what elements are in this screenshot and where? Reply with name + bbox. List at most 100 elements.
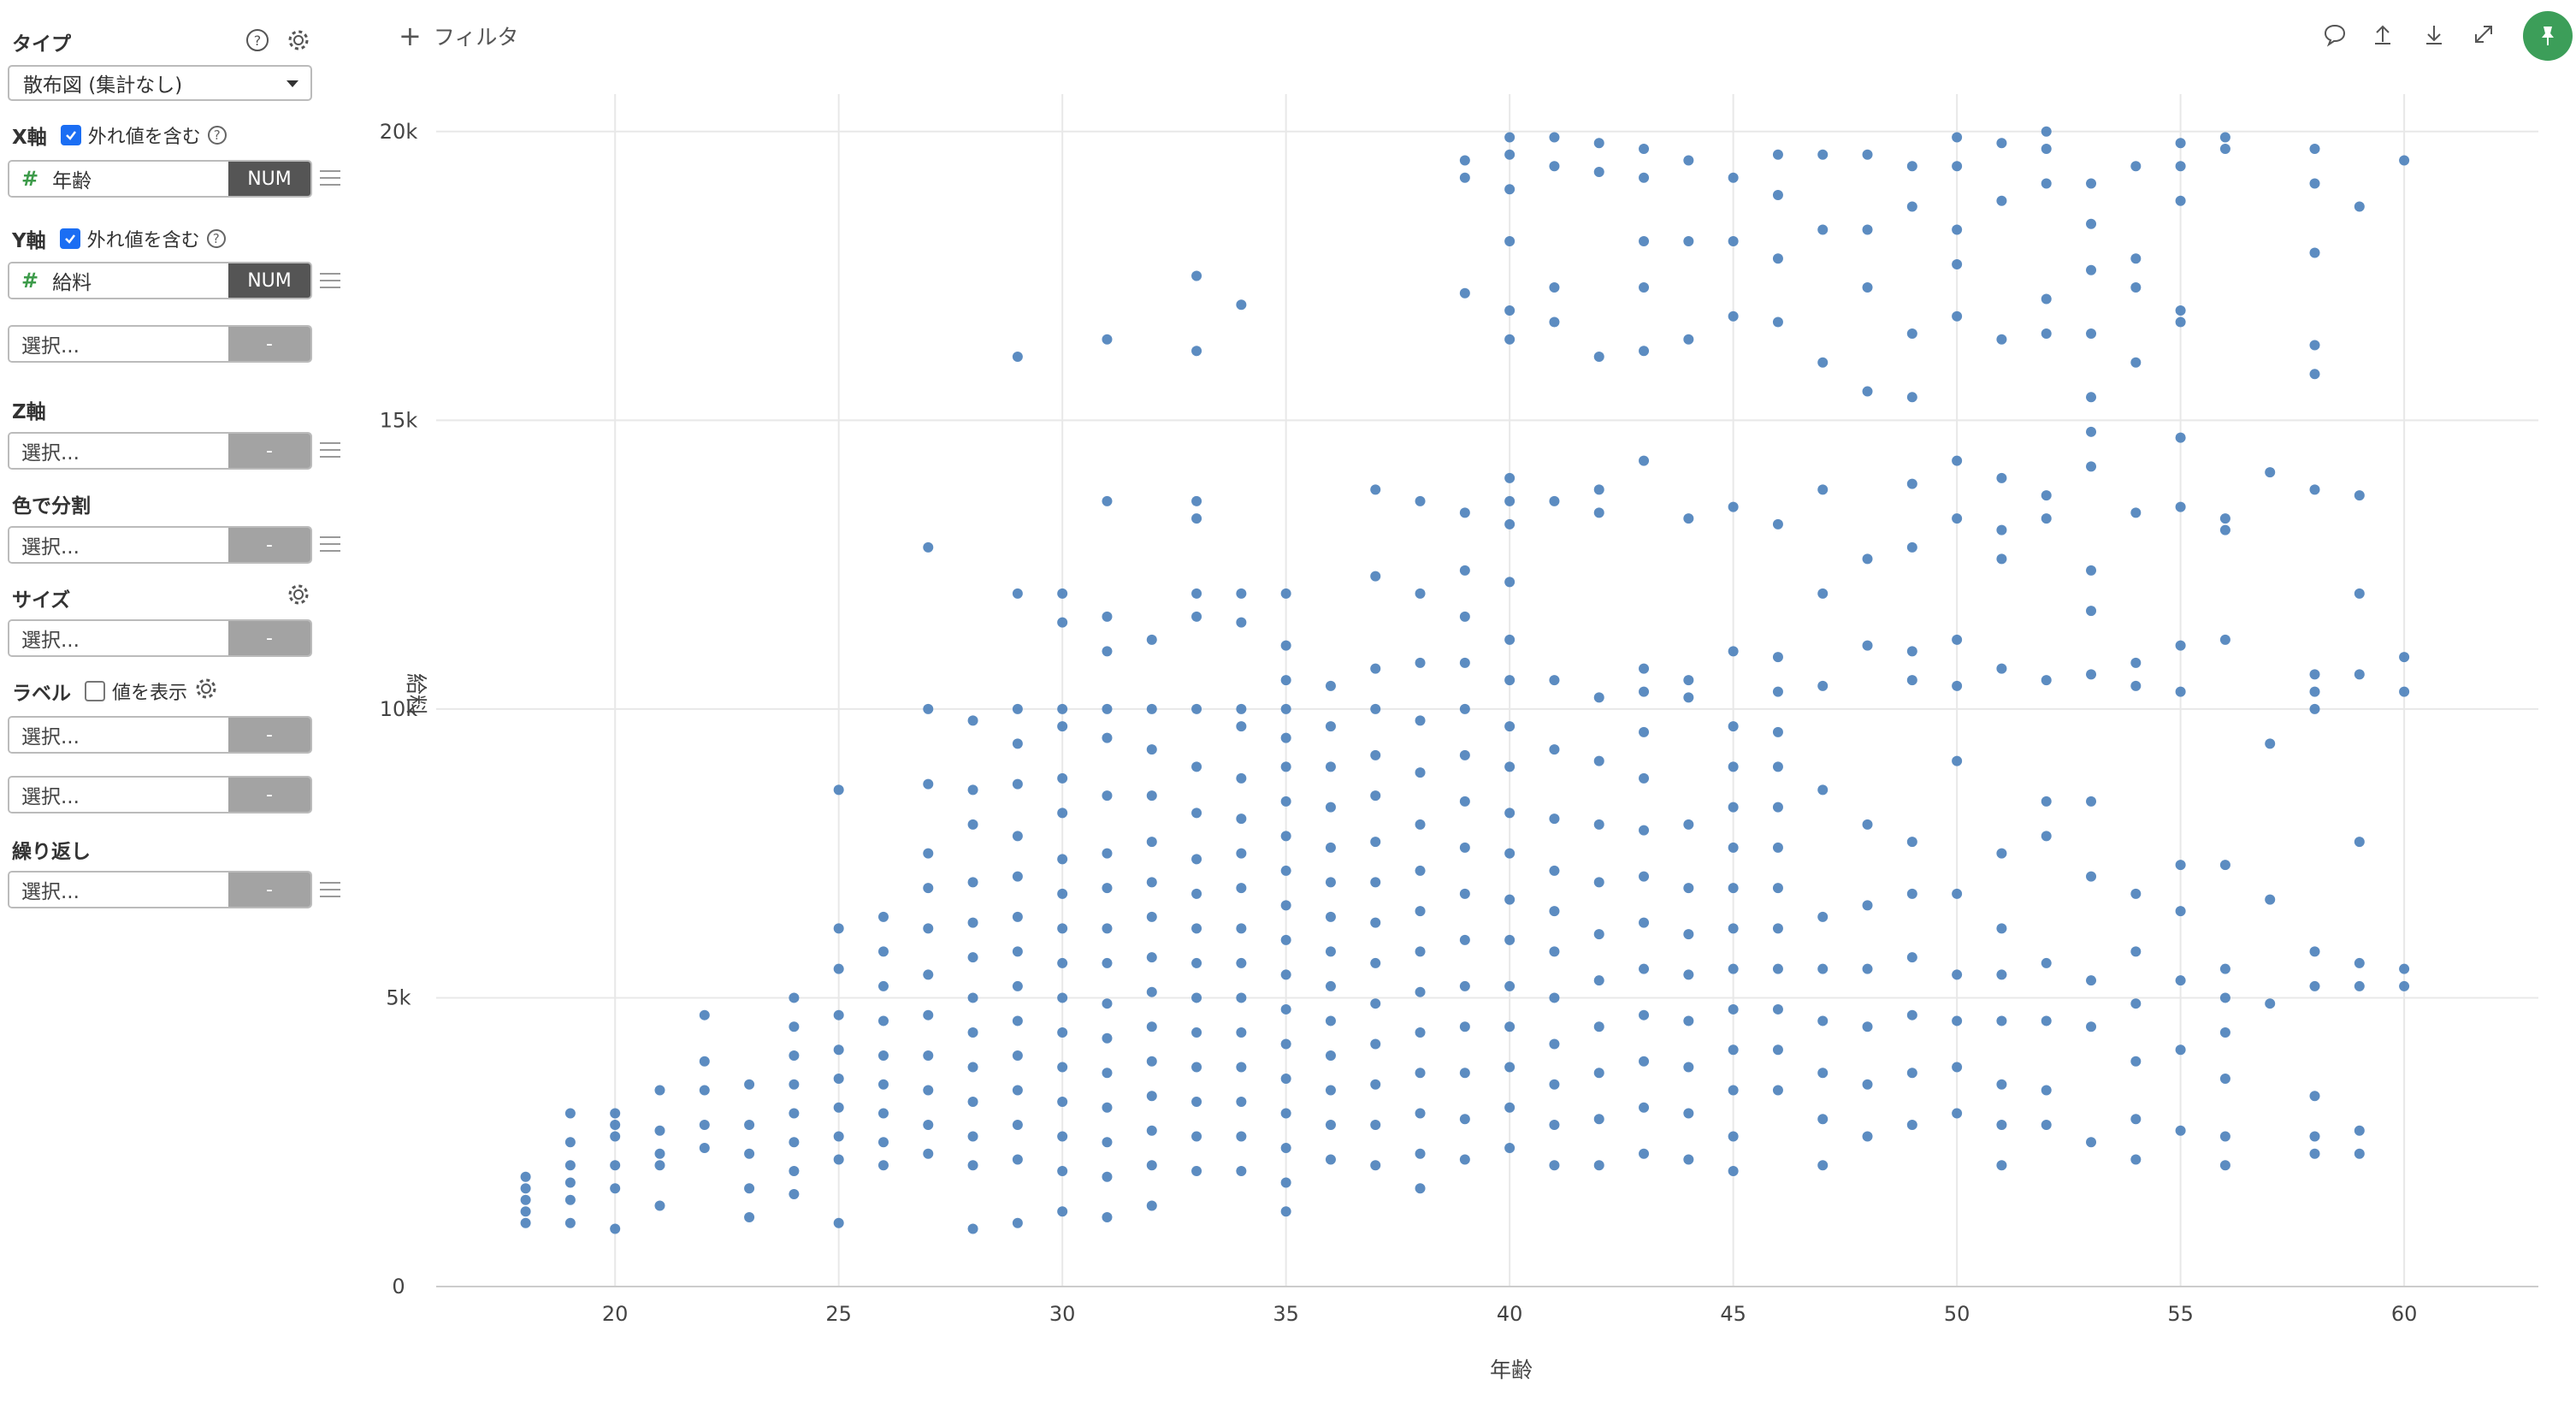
scatter-point[interactable] bbox=[1459, 507, 1470, 518]
scatter-point[interactable] bbox=[2219, 963, 2230, 974]
scatter-point[interactable] bbox=[1549, 675, 1560, 686]
scatter-point[interactable] bbox=[1370, 663, 1381, 674]
scatter-point[interactable] bbox=[744, 1079, 755, 1090]
scatter-point[interactable] bbox=[1862, 819, 1873, 830]
scatter-point[interactable] bbox=[1549, 992, 1560, 1003]
scatter-point[interactable] bbox=[1370, 1079, 1381, 1090]
scatter-point[interactable] bbox=[1146, 1021, 1157, 1032]
y-type-badge[interactable]: NUM bbox=[228, 263, 310, 298]
scatter-point[interactable] bbox=[1862, 640, 1873, 651]
scatter-point[interactable] bbox=[1057, 992, 1068, 1003]
upload-icon[interactable] bbox=[2367, 19, 2398, 50]
scatter-point[interactable] bbox=[1593, 507, 1604, 518]
x-outlier-help-icon[interactable]: ? bbox=[207, 126, 227, 145]
scatter-point[interactable] bbox=[1996, 334, 2007, 345]
scatter-point[interactable] bbox=[2219, 132, 2230, 143]
scatter-point[interactable] bbox=[654, 1200, 665, 1211]
scatter-point[interactable] bbox=[1146, 986, 1157, 997]
scatter-point[interactable] bbox=[2354, 980, 2365, 991]
scatter-point[interactable] bbox=[923, 923, 934, 934]
scatter-point[interactable] bbox=[2354, 669, 2365, 680]
scatter-point[interactable] bbox=[564, 1108, 576, 1119]
scatter-point[interactable] bbox=[699, 1009, 710, 1021]
scatter-point[interactable] bbox=[1191, 1062, 1202, 1073]
scatter-point[interactable] bbox=[1236, 1026, 1247, 1038]
scatter-point[interactable] bbox=[2219, 1131, 2230, 1142]
scatter-point[interactable] bbox=[1772, 963, 1783, 974]
scatter-point[interactable] bbox=[1504, 894, 1515, 905]
scatter-point[interactable] bbox=[1906, 646, 1917, 657]
scatter-point[interactable] bbox=[1639, 726, 1650, 737]
scatter-point[interactable] bbox=[1236, 703, 1247, 714]
scatter-point[interactable] bbox=[923, 883, 934, 894]
scatter-point[interactable] bbox=[2309, 340, 2320, 351]
scatter-point[interactable] bbox=[1280, 588, 1291, 599]
scatter-point[interactable] bbox=[1728, 802, 1739, 813]
scatter-point[interactable] bbox=[833, 1073, 844, 1084]
scatter-point[interactable] bbox=[2219, 144, 2230, 155]
scatter-point[interactable] bbox=[1236, 992, 1247, 1003]
scatter-point[interactable] bbox=[2041, 328, 2052, 340]
scatter-point[interactable] bbox=[967, 952, 978, 963]
scatter-point[interactable] bbox=[1236, 299, 1247, 311]
scatter-point[interactable] bbox=[967, 715, 978, 726]
scatter-point[interactable] bbox=[2130, 680, 2142, 691]
download-icon[interactable] bbox=[2419, 19, 2449, 50]
scatter-point[interactable] bbox=[877, 1108, 889, 1119]
scatter-point[interactable] bbox=[2309, 178, 2320, 189]
scatter-point[interactable] bbox=[1772, 761, 1783, 772]
scatter-point[interactable] bbox=[2130, 282, 2142, 293]
scatter-point[interactable] bbox=[2309, 1148, 2320, 1159]
scatter-point[interactable] bbox=[1146, 952, 1157, 963]
scatter-point[interactable] bbox=[2175, 1125, 2186, 1136]
scatter-point[interactable] bbox=[2130, 253, 2142, 264]
scatter-point[interactable] bbox=[2175, 305, 2186, 317]
scatter-point[interactable] bbox=[2130, 507, 2142, 518]
scatter-point[interactable] bbox=[2354, 490, 2365, 501]
scatter-point[interactable] bbox=[1102, 790, 1113, 802]
scatter-point[interactable] bbox=[2041, 1015, 2052, 1026]
scatter-point[interactable] bbox=[1549, 946, 1560, 957]
scatter-point[interactable] bbox=[1459, 155, 1470, 166]
scatter-point[interactable] bbox=[1370, 1160, 1381, 1171]
scatter-point[interactable] bbox=[789, 1050, 800, 1061]
scatter-point[interactable] bbox=[1191, 957, 1202, 968]
y-field-menu-icon[interactable] bbox=[320, 273, 340, 288]
scatter-point[interactable] bbox=[833, 1131, 844, 1142]
scatter-point[interactable] bbox=[610, 1183, 621, 1194]
scatter-point[interactable] bbox=[1415, 715, 1426, 726]
scatter-point[interactable] bbox=[967, 784, 978, 796]
scatter-point[interactable] bbox=[2354, 837, 2365, 848]
scatter-point[interactable] bbox=[2309, 1131, 2320, 1142]
scatter-point[interactable] bbox=[744, 1148, 755, 1159]
scatter-point[interactable] bbox=[1639, 346, 1650, 357]
scatter-point[interactable] bbox=[923, 1085, 934, 1096]
scatter-point[interactable] bbox=[1191, 703, 1202, 714]
scatter-point[interactable] bbox=[1728, 501, 1739, 512]
scatter-point[interactable] bbox=[1057, 703, 1068, 714]
scatter-point[interactable] bbox=[1236, 957, 1247, 968]
scatter-point[interactable] bbox=[2086, 565, 2097, 576]
scatter-point[interactable] bbox=[1459, 842, 1470, 853]
scatter-point[interactable] bbox=[1504, 495, 1515, 506]
scatter-point[interactable] bbox=[1236, 883, 1247, 894]
scatter-point[interactable] bbox=[1996, 472, 2007, 483]
scatter-point[interactable] bbox=[1325, 911, 1336, 922]
scatter-point[interactable] bbox=[1191, 761, 1202, 772]
scatter-point[interactable] bbox=[610, 1223, 621, 1234]
scatter-point[interactable] bbox=[744, 1183, 755, 1194]
scatter-point[interactable] bbox=[1191, 611, 1202, 622]
scatter-point[interactable] bbox=[564, 1194, 576, 1205]
scatter-point[interactable] bbox=[1996, 195, 2007, 206]
scatter-point[interactable] bbox=[2041, 1085, 2052, 1096]
scatter-point[interactable] bbox=[1728, 311, 1739, 322]
scatter-point[interactable] bbox=[1504, 1062, 1515, 1073]
scatter-point[interactable] bbox=[1325, 946, 1336, 957]
scatter-point[interactable] bbox=[2175, 906, 2186, 917]
scatter-point[interactable] bbox=[2309, 980, 2320, 991]
scatter-point[interactable] bbox=[1728, 963, 1739, 974]
scatter-point[interactable] bbox=[1906, 161, 1917, 172]
scatter-point[interactable] bbox=[1639, 917, 1650, 928]
scatter-point[interactable] bbox=[2130, 161, 2142, 172]
scatter-point[interactable] bbox=[1280, 969, 1291, 980]
